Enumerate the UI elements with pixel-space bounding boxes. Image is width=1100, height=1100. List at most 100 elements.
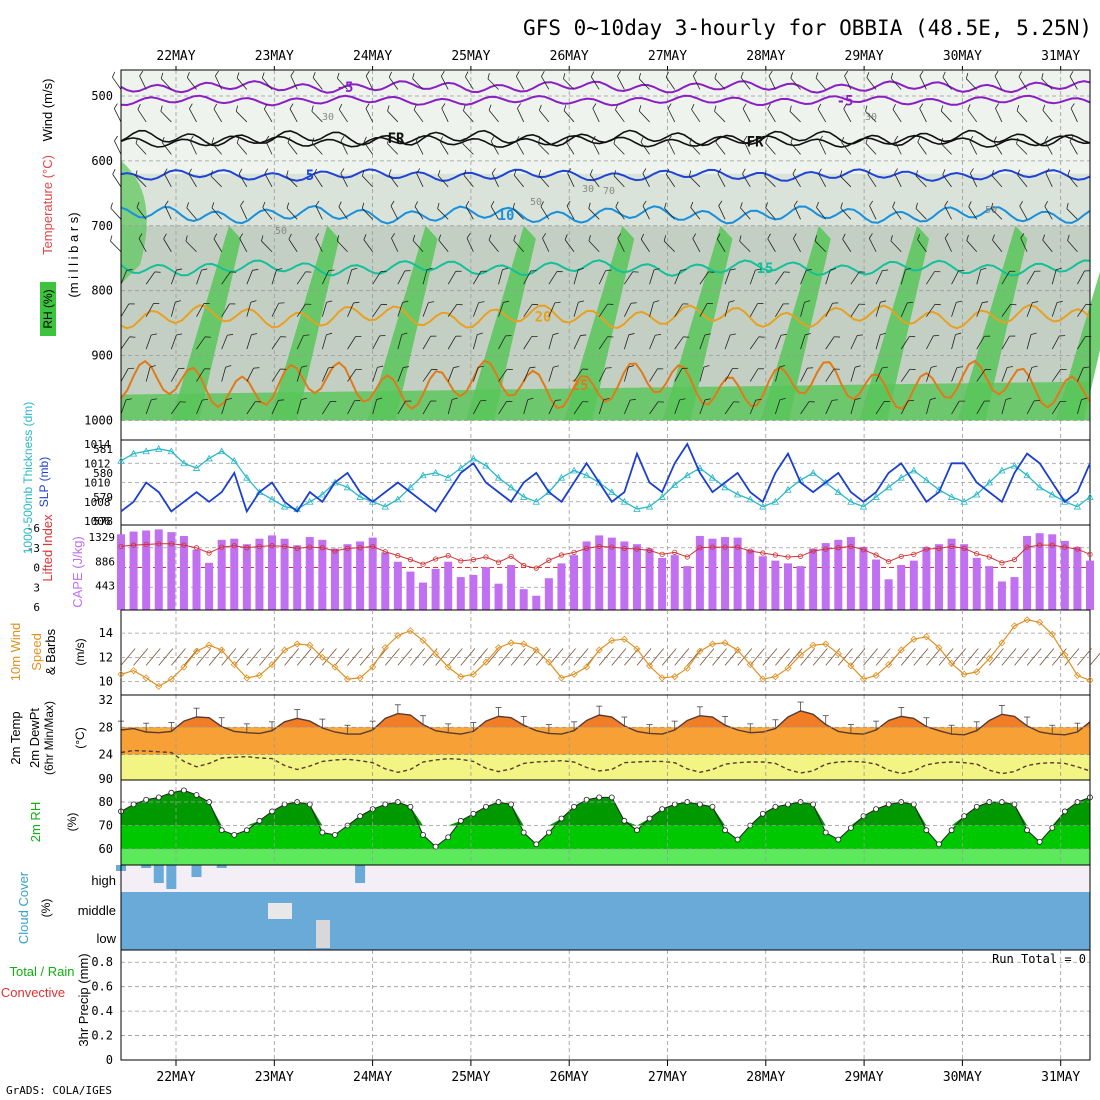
barb-shaft	[665, 76, 676, 90]
wind-barb	[437, 169, 449, 188]
barb-shaft	[1077, 367, 1084, 382]
wind-barb	[246, 300, 257, 317]
rh-tick-label: 80	[99, 795, 113, 809]
barb-feather	[779, 398, 786, 401]
pressure-tick-label: 1000	[84, 414, 113, 428]
barb-shaft	[145, 648, 161, 666]
wind-barb	[565, 136, 575, 155]
barb-shaft	[523, 399, 529, 415]
wind-barb	[135, 137, 147, 155]
day-label-top: 26MAY	[550, 49, 589, 64]
barb-shaft	[900, 269, 906, 285]
rh-point	[822, 829, 829, 836]
wind-barb	[1001, 397, 1012, 415]
rh-point	[596, 794, 603, 801]
wind-barb	[189, 103, 197, 123]
barb-shaft	[548, 302, 556, 317]
wind-barb	[246, 401, 262, 415]
lifted-index-point	[319, 545, 325, 551]
barb-feather	[505, 335, 512, 337]
wind-barb	[1018, 71, 1028, 90]
barb-feather	[135, 170, 138, 177]
barb-feather	[227, 333, 234, 336]
lifted-index-point	[1062, 544, 1068, 550]
thickness-point	[582, 471, 591, 479]
wind-barb	[775, 303, 790, 317]
barb-feather	[453, 366, 460, 368]
wind-barb	[387, 105, 399, 123]
barb-feather	[909, 336, 916, 338]
wind-barb	[775, 398, 786, 415]
wind-speed-point	[796, 651, 805, 659]
barb-shaft	[221, 648, 237, 666]
barb-shaft	[312, 77, 323, 90]
barb-shaft	[613, 175, 625, 188]
barb-shaft	[865, 143, 877, 155]
barb-shaft	[991, 175, 1003, 188]
wind-barb	[498, 335, 512, 350]
wind-barb	[145, 398, 158, 415]
barb-shaft	[196, 648, 211, 666]
wind-barb	[286, 170, 298, 188]
wind-barb	[189, 135, 197, 155]
wind-barb	[311, 105, 323, 123]
wind-barb	[515, 136, 525, 155]
wind-barb	[211, 202, 222, 220]
barb-shaft	[271, 336, 281, 350]
lifted-index-point	[948, 543, 955, 550]
wind-speed-point	[645, 662, 654, 670]
barb-feather	[732, 367, 739, 369]
barb-shaft	[850, 367, 856, 382]
wind-barb	[296, 271, 312, 285]
wind-barb	[422, 400, 437, 415]
wind-speed-point	[721, 639, 729, 647]
wind-barb	[674, 398, 686, 415]
wind-barb	[548, 301, 561, 317]
surface-wind-barb	[561, 648, 576, 666]
wind-barb	[347, 301, 360, 317]
thickness-point	[733, 490, 742, 498]
wind-barb	[800, 367, 814, 382]
barb-feather	[628, 333, 635, 336]
surface-wind-barb	[926, 648, 941, 666]
barb-feather	[832, 302, 839, 304]
barb-feather	[351, 267, 358, 271]
lifted-index-point	[193, 545, 200, 551]
wind-barb	[640, 136, 650, 155]
barb-feather	[455, 270, 462, 272]
barb-shaft	[890, 78, 902, 90]
wind-barb	[1077, 366, 1090, 382]
thickness-point	[1010, 461, 1019, 469]
wind-barb	[976, 301, 988, 317]
cape-bar	[985, 566, 994, 610]
wind-barb	[638, 72, 650, 90]
barb-shaft	[397, 334, 403, 350]
barb-shaft	[800, 648, 816, 666]
barb-feather	[605, 269, 612, 272]
barb-feather	[490, 200, 495, 207]
wind-barb	[900, 336, 916, 350]
barb-feather	[859, 303, 865, 305]
barb-shaft	[145, 399, 152, 415]
wind-barb	[1001, 366, 1013, 382]
thickness-point	[859, 502, 868, 510]
barb-shaft	[591, 140, 600, 155]
wind-barb	[839, 170, 852, 188]
cape-bar	[532, 595, 541, 610]
barb-feather	[136, 201, 140, 208]
barb-shaft	[969, 173, 978, 188]
wind-speed-point	[557, 674, 566, 682]
rh-point	[709, 803, 716, 810]
barb-feather	[833, 368, 840, 370]
barb-shaft	[825, 336, 835, 350]
barb-shaft	[942, 174, 952, 188]
barb-feather	[956, 300, 963, 303]
wind-speed-point	[998, 639, 1006, 647]
wind-speed-point	[671, 673, 679, 681]
barb-shaft	[1051, 648, 1067, 666]
barb-feather	[537, 138, 541, 144]
barb-shaft	[976, 269, 982, 285]
wind-barb	[120, 303, 135, 317]
barb-feather	[566, 200, 571, 207]
day-label-bottom: 22MAY	[156, 1070, 195, 1085]
